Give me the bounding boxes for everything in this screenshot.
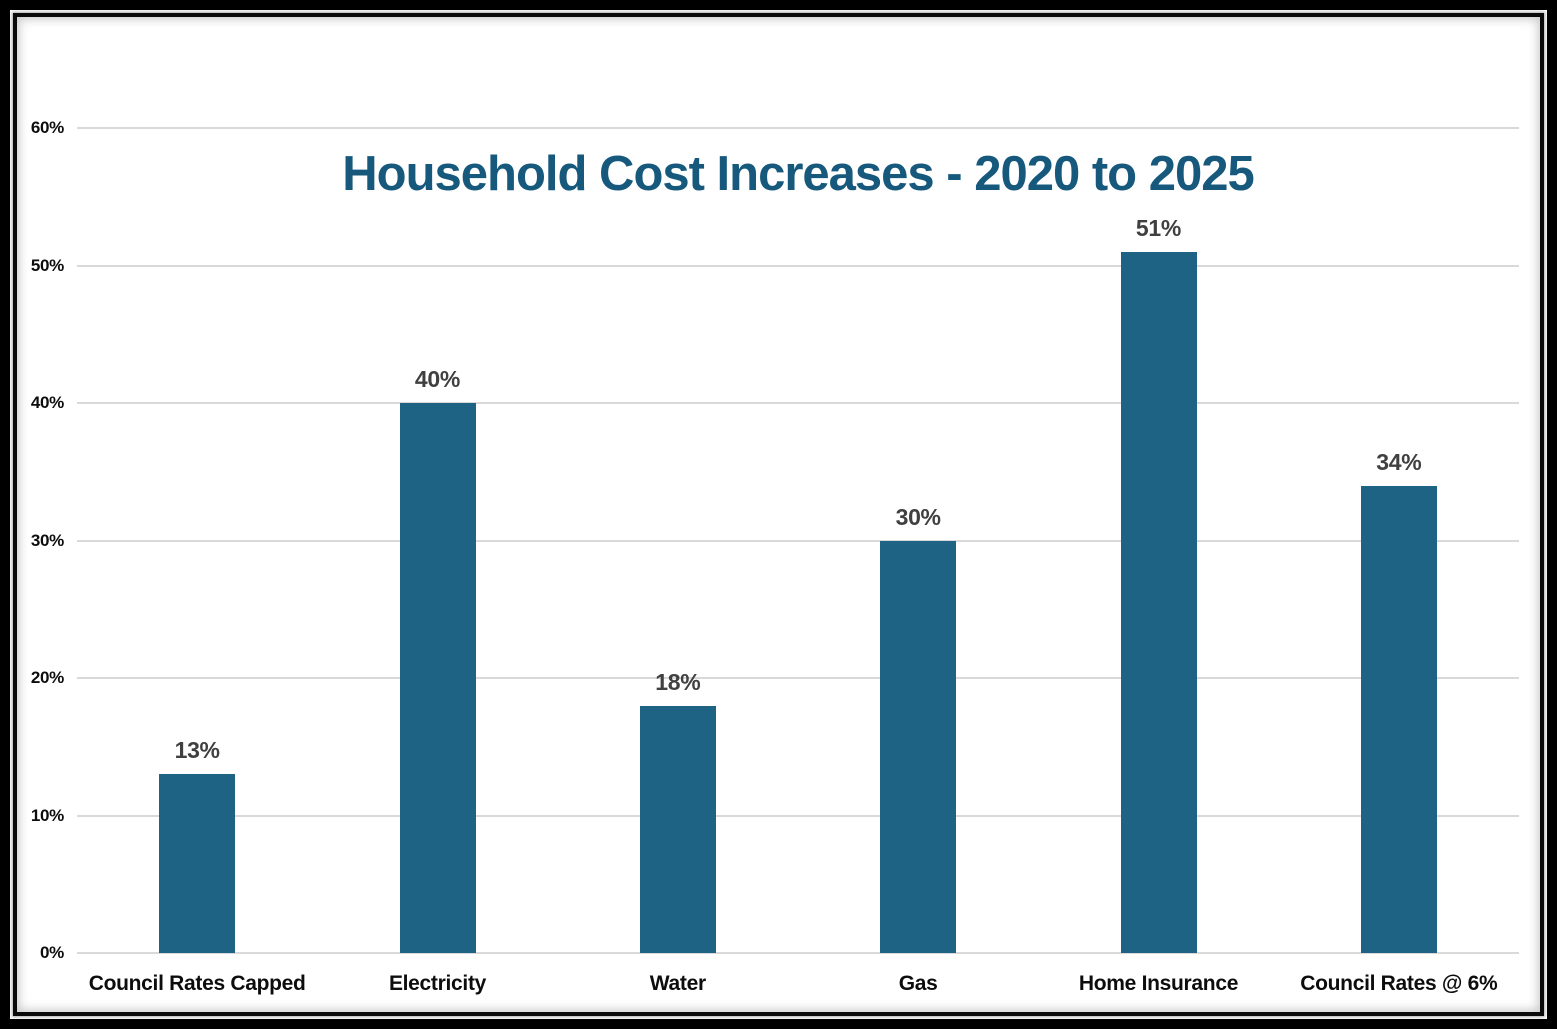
y-tick-label-40: 40% [30,393,64,412]
bar-council-rates-capped [159,774,236,953]
gridline-40 [77,402,1519,404]
x-axis-label-council-rates-capped: Council Rates Capped [88,972,306,995]
bar-home-insurance [1120,251,1197,953]
x-axis-label-water: Water [649,972,706,995]
gridline-10 [77,814,1519,817]
x-axis-label-home-insurance: Home Insurance [1078,972,1239,995]
bar-electricity [399,403,476,953]
y-tick-label-0: 0% [40,943,64,962]
value-label-council-rates-capped: 13% [174,737,220,764]
bar-water [639,705,716,953]
bar-gas [880,540,957,953]
value-label-home-insurance: 51% [1135,214,1182,241]
value-label-gas: 30% [895,503,941,530]
x-axis-label-council-rates-6: Council Rates @ 6% [1300,972,1498,995]
bar-council-rates-6 [1360,485,1437,953]
y-tick-label-50: 50% [30,255,64,275]
y-tick-label-60: 60% [30,118,64,137]
y-tick-label-20: 20% [30,668,64,687]
gridline-30 [77,539,1519,542]
value-label-water: 18% [655,668,701,695]
y-tick-label-30: 30% [30,530,64,550]
gridline-60 [77,127,1519,129]
chart-title: Household Cost Increases - 2020 to 2025 [342,147,1254,201]
value-label-council-rates-6: 34% [1376,448,1422,475]
gridline-50 [77,264,1519,267]
x-axis-label-gas: Gas [898,972,938,995]
y-tick-label-10: 10% [30,805,64,825]
value-label-electricity: 40% [414,366,461,392]
gridline-0 [77,952,1519,954]
x-axis-label-electricity: Electricity [388,972,487,995]
gridline-20 [77,677,1519,679]
